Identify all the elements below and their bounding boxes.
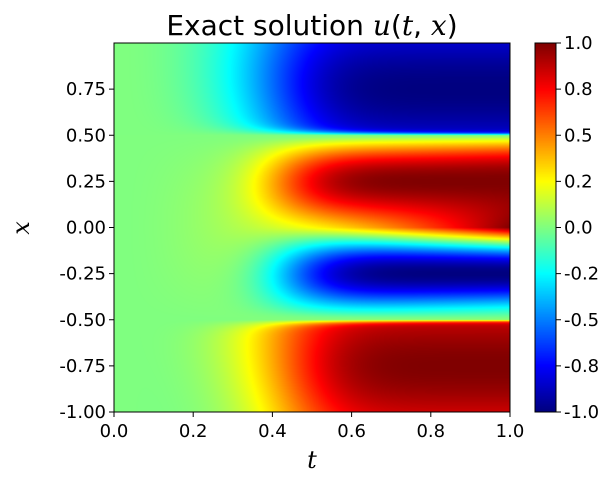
x-tick-label: 1.0 — [496, 421, 525, 442]
y-tick-label: -0.50 — [59, 310, 106, 331]
y-tick-label: -0.75 — [59, 356, 106, 377]
colorbar-tick-label: -0.2 — [564, 264, 599, 285]
y-tick-label: 0.50 — [66, 125, 106, 146]
heatmap-image — [114, 43, 510, 412]
x-tick-label: 0.0 — [100, 421, 129, 442]
y-tick-label: 0.25 — [66, 171, 106, 192]
colorbar-gradient — [535, 43, 556, 412]
colorbar-tick-label: 0.8 — [564, 79, 593, 100]
colorbar-area — [535, 43, 556, 412]
colorbar-tick-label: 0.2 — [564, 171, 593, 192]
y-tick-label: 0.75 — [66, 79, 106, 100]
colorbar-axis: 1.0 0.8 0.5 0.2 0.0 -0.2 -0.5 -0.8 -1.0 — [556, 33, 599, 423]
colorbar-tick-label: -0.8 — [564, 356, 599, 377]
y-tick-label: 0.00 — [66, 218, 106, 239]
y-axis-label: x — [7, 221, 35, 235]
chart-title: Exact solution u(t, x) — [166, 9, 457, 42]
y-axis: 0.75 0.50 0.25 0.00 -0.25 -0.50 -0.75 -1.00 — [59, 79, 114, 423]
colorbar-tick-label: 0.5 — [564, 125, 593, 146]
colorbar-tick-label: -0.5 — [564, 310, 599, 331]
x-tick-label: 0.4 — [258, 421, 287, 442]
heatmap-area — [114, 43, 510, 412]
x-axis: 0.0 0.2 0.4 0.6 0.8 1.0 — [100, 412, 525, 442]
y-tick-label: -1.00 — [59, 402, 106, 423]
colorbar-tick-label: -1.0 — [564, 402, 599, 423]
colorbar-tick-label: 1.0 — [564, 33, 593, 54]
y-tick-label: -0.25 — [59, 264, 106, 285]
x-tick-label: 0.6 — [337, 421, 366, 442]
x-tick-label: 0.8 — [416, 421, 445, 442]
x-axis-label: t — [307, 446, 317, 474]
colorbar-tick-label: 0.0 — [564, 218, 593, 239]
x-tick-label: 0.2 — [179, 421, 208, 442]
